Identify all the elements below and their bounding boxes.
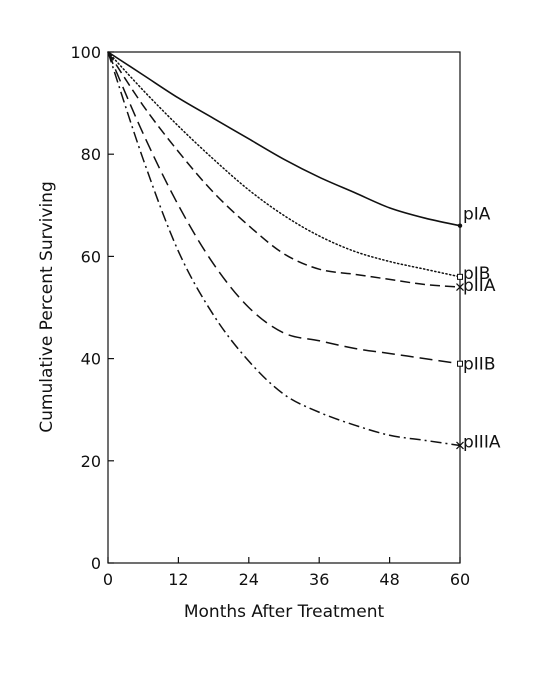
series-end-marker-piia <box>456 283 464 291</box>
series-line-piia <box>107 51 461 288</box>
y-axis-title: Cumulative Percent Surviving <box>37 181 57 433</box>
series-end-markers <box>456 223 464 450</box>
y-tick-label: 60 <box>81 247 101 266</box>
x-tick-label: 24 <box>239 570 259 589</box>
series-line-piib <box>107 51 461 365</box>
series-end-marker-piib <box>457 360 463 367</box>
y-axis-ticks: 0 20 40 60 80 100 <box>70 43 114 573</box>
x-tick-label: 12 <box>168 570 188 589</box>
y-tick-label: 0 <box>91 554 101 573</box>
series-end-marker-piiia <box>456 441 464 450</box>
x-tick-label: 0 <box>103 570 113 589</box>
x-tick-label: 48 <box>379 570 399 589</box>
series-end-marker-pib <box>457 273 463 280</box>
series-label-piiia: pIIIA <box>463 432 501 452</box>
series-line-piiia <box>107 51 461 447</box>
series-lines <box>107 51 461 447</box>
x-tick-label: 60 <box>450 570 470 589</box>
y-tick-label: 100 <box>70 43 101 62</box>
series-label-piib: pIIB <box>463 355 495 375</box>
series-label-piia: pIIA <box>463 276 496 296</box>
series-label-pia: pIA <box>463 205 491 225</box>
series-line-pia <box>107 51 461 227</box>
series-label-pib: pIB <box>463 264 490 284</box>
series-end-marker-pia <box>457 223 463 228</box>
plot-frame <box>107 51 461 564</box>
x-axis-ticks: 0 12 24 36 48 60 <box>103 557 470 589</box>
x-axis-title: Months After Treatment <box>184 602 385 622</box>
x-tick-label: 36 <box>309 570 329 589</box>
y-tick-label: 20 <box>81 452 101 471</box>
series-line-pib <box>107 51 461 278</box>
y-tick-label: 40 <box>81 350 101 369</box>
y-tick-label: 80 <box>81 145 101 164</box>
